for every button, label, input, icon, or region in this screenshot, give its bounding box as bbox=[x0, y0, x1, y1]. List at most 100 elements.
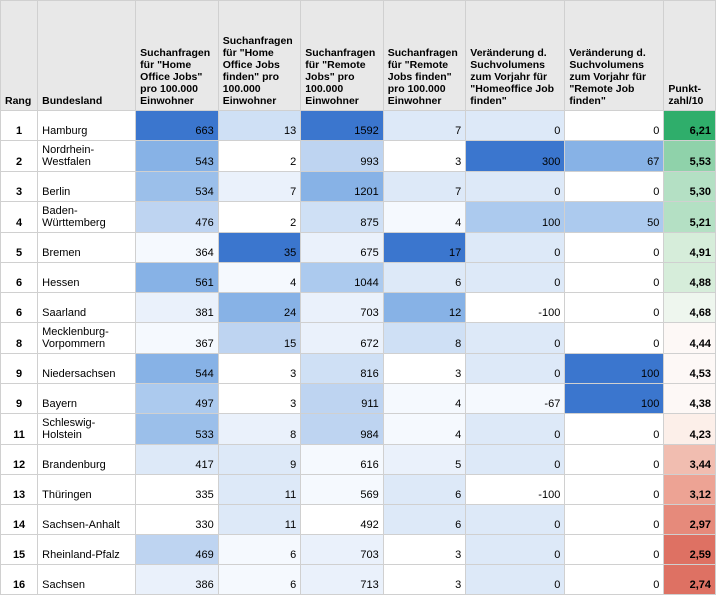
cell-c3: 703 bbox=[301, 293, 384, 323]
cell-c3: 713 bbox=[301, 565, 384, 595]
cell-c5: 0 bbox=[466, 233, 565, 263]
table-row: 3Berlin534712017005,30 bbox=[1, 172, 716, 202]
cell-c1: 381 bbox=[136, 293, 219, 323]
cell-c5: 0 bbox=[466, 505, 565, 535]
cell-c4: 7 bbox=[383, 111, 466, 141]
table-row: 5Bremen3643567517004,91 bbox=[1, 233, 716, 263]
cell-c1: 497 bbox=[136, 384, 219, 414]
cell-c6: 100 bbox=[565, 354, 664, 384]
cell-c1: 543 bbox=[136, 141, 219, 172]
cell-bundesland: Schleswig-Holstein bbox=[38, 414, 136, 445]
col-rang: Rang bbox=[1, 1, 38, 111]
cell-c2: 4 bbox=[218, 263, 301, 293]
col-c5: Veränderung d. Suchvolumens zum Vorjahr … bbox=[466, 1, 565, 111]
cell-c3: 675 bbox=[301, 233, 384, 263]
cell-rang: 16 bbox=[1, 565, 38, 595]
cell-rang: 3 bbox=[1, 172, 38, 202]
table-row: 6Saarland3812470312-10004,68 bbox=[1, 293, 716, 323]
cell-score: 2,97 bbox=[664, 505, 716, 535]
cell-rang: 11 bbox=[1, 414, 38, 445]
cell-c5: 100 bbox=[466, 202, 565, 233]
cell-c1: 386 bbox=[136, 565, 219, 595]
cell-c3: 616 bbox=[301, 445, 384, 475]
cell-c3: 984 bbox=[301, 414, 384, 445]
data-table: Rang Bundesland Suchanfragen für "Home O… bbox=[0, 0, 716, 595]
col-c2: Suchanfragen für "Home Office Jobs finde… bbox=[218, 1, 301, 111]
cell-c2: 11 bbox=[218, 505, 301, 535]
cell-c1: 330 bbox=[136, 505, 219, 535]
cell-bundesland: Niedersachsen bbox=[38, 354, 136, 384]
cell-c6: 0 bbox=[565, 323, 664, 354]
cell-score: 4,53 bbox=[664, 354, 716, 384]
col-c6: Veränderung d. Suchvolumens zum Vorjahr … bbox=[565, 1, 664, 111]
cell-c6: 50 bbox=[565, 202, 664, 233]
cell-c4: 8 bbox=[383, 323, 466, 354]
cell-c2: 8 bbox=[218, 414, 301, 445]
cell-c5: 0 bbox=[466, 323, 565, 354]
cell-c4: 6 bbox=[383, 505, 466, 535]
cell-c2: 35 bbox=[218, 233, 301, 263]
cell-bundesland: Nordrhein-Westfalen bbox=[38, 141, 136, 172]
cell-c4: 3 bbox=[383, 141, 466, 172]
cell-c5: -100 bbox=[466, 475, 565, 505]
cell-c1: 469 bbox=[136, 535, 219, 565]
cell-c4: 4 bbox=[383, 414, 466, 445]
cell-c5: -100 bbox=[466, 293, 565, 323]
cell-c2: 11 bbox=[218, 475, 301, 505]
cell-score: 4,23 bbox=[664, 414, 716, 445]
cell-score: 4,68 bbox=[664, 293, 716, 323]
cell-bundesland: Hamburg bbox=[38, 111, 136, 141]
cell-bundesland: Bremen bbox=[38, 233, 136, 263]
cell-c5: 0 bbox=[466, 445, 565, 475]
cell-c6: 100 bbox=[565, 384, 664, 414]
table-row: 13Thüringen335115696-10003,12 bbox=[1, 475, 716, 505]
cell-c3: 492 bbox=[301, 505, 384, 535]
cell-score: 2,59 bbox=[664, 535, 716, 565]
cell-c3: 1044 bbox=[301, 263, 384, 293]
cell-c6: 0 bbox=[565, 293, 664, 323]
cell-c6: 0 bbox=[565, 263, 664, 293]
cell-score: 5,30 bbox=[664, 172, 716, 202]
cell-c4: 7 bbox=[383, 172, 466, 202]
cell-c2: 13 bbox=[218, 111, 301, 141]
cell-score: 4,44 bbox=[664, 323, 716, 354]
cell-rang: 2 bbox=[1, 141, 38, 172]
cell-bundesland: Thüringen bbox=[38, 475, 136, 505]
cell-c5: 0 bbox=[466, 565, 565, 595]
cell-c6: 0 bbox=[565, 505, 664, 535]
cell-c5: 300 bbox=[466, 141, 565, 172]
col-bundesland: Bundesland bbox=[38, 1, 136, 111]
cell-rang: 9 bbox=[1, 384, 38, 414]
cell-c3: 911 bbox=[301, 384, 384, 414]
cell-c2: 6 bbox=[218, 565, 301, 595]
cell-c4: 3 bbox=[383, 535, 466, 565]
cell-score: 2,74 bbox=[664, 565, 716, 595]
cell-c2: 3 bbox=[218, 384, 301, 414]
cell-rang: 13 bbox=[1, 475, 38, 505]
cell-c4: 6 bbox=[383, 475, 466, 505]
cell-c1: 417 bbox=[136, 445, 219, 475]
cell-c1: 663 bbox=[136, 111, 219, 141]
cell-score: 5,53 bbox=[664, 141, 716, 172]
cell-score: 3,12 bbox=[664, 475, 716, 505]
cell-c3: 875 bbox=[301, 202, 384, 233]
col-c1: Suchanfragen für "Home Office Jobs" pro … bbox=[136, 1, 219, 111]
cell-c3: 993 bbox=[301, 141, 384, 172]
cell-c4: 12 bbox=[383, 293, 466, 323]
cell-c3: 1201 bbox=[301, 172, 384, 202]
cell-c4: 3 bbox=[383, 354, 466, 384]
cell-bundesland: Rheinland-Pfalz bbox=[38, 535, 136, 565]
cell-c5: 0 bbox=[466, 354, 565, 384]
cell-c1: 476 bbox=[136, 202, 219, 233]
cell-c1: 544 bbox=[136, 354, 219, 384]
cell-c5: 0 bbox=[466, 172, 565, 202]
cell-c4: 6 bbox=[383, 263, 466, 293]
cell-bundesland: Mecklenburg-Vorpommern bbox=[38, 323, 136, 354]
table-row: 9Bayern49739114-671004,38 bbox=[1, 384, 716, 414]
cell-c2: 3 bbox=[218, 354, 301, 384]
cell-c6: 0 bbox=[565, 475, 664, 505]
cell-c6: 0 bbox=[565, 535, 664, 565]
cell-c6: 0 bbox=[565, 233, 664, 263]
cell-bundesland: Baden-Württemberg bbox=[38, 202, 136, 233]
cell-bundesland: Sachsen-Anhalt bbox=[38, 505, 136, 535]
